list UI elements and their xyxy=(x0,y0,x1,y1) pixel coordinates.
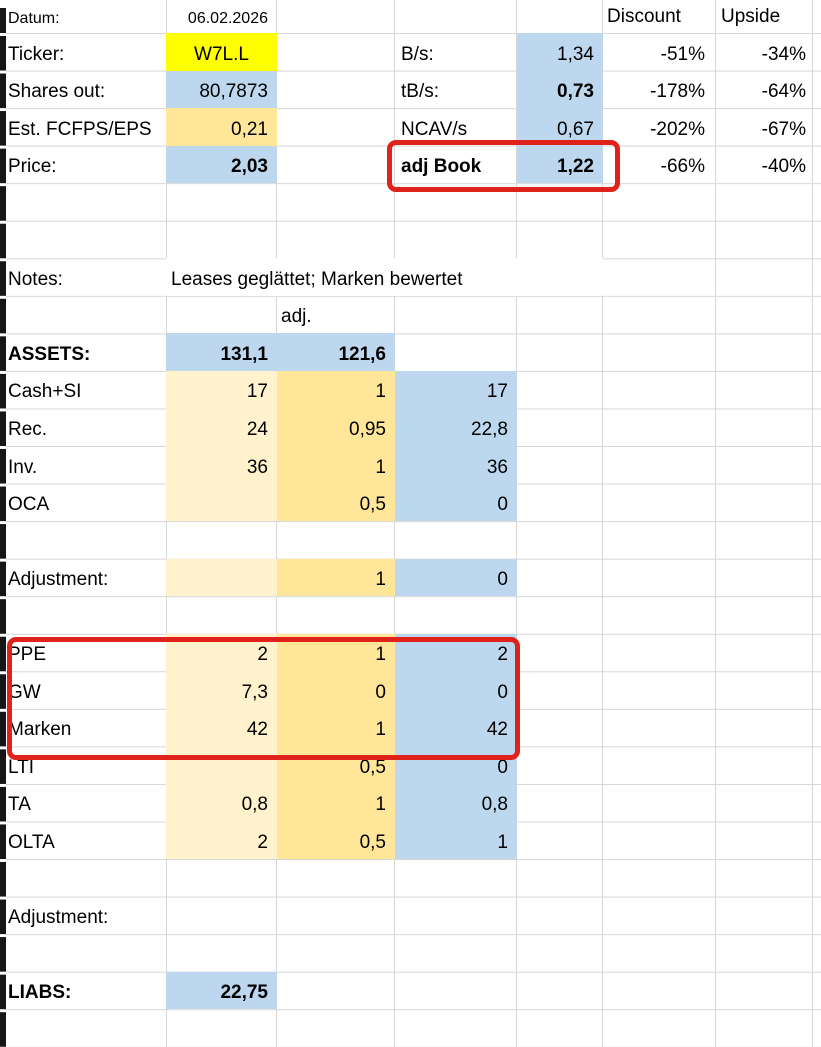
adjustment-factor-cell[interactable]: 1 xyxy=(277,558,395,597)
asset-adjusted-value-cell[interactable]: 17 xyxy=(395,370,517,409)
adj-column-header-cell[interactable]: adj. xyxy=(281,306,312,328)
tbs-value-cell[interactable]: 0,73 xyxy=(517,70,603,109)
red-annotation-box-intangibles xyxy=(7,637,520,760)
adjustment-result-cell[interactable]: 0 xyxy=(395,558,517,597)
discount-header-cell[interactable]: Discount xyxy=(607,6,681,27)
asset-name-cell[interactable]: OLTA xyxy=(8,832,55,854)
asset-name-cell[interactable]: Inv. xyxy=(8,456,38,478)
bs-label-cell[interactable]: B/s: xyxy=(401,43,434,65)
asset-name-cell[interactable]: GW xyxy=(8,681,41,703)
assets-adj-total-cell[interactable]: 121,6 xyxy=(277,333,395,371)
asset-base-value-cell[interactable]: 0,8 xyxy=(166,783,277,822)
asset-adjusted-value-cell[interactable]: 0 xyxy=(395,671,517,709)
asset-base-value-cell[interactable]: 17 xyxy=(166,370,277,409)
clipped-row-header-strip xyxy=(0,0,6,1047)
fcfps-value-cell[interactable]: 0,21 xyxy=(166,108,277,146)
ncav-upside-cell[interactable]: -67% xyxy=(761,118,806,140)
asset-adjusted-value-cell[interactable]: 1 xyxy=(395,821,517,860)
notes-text-cell[interactable]: Leases geglättet; Marken bewertet xyxy=(166,258,603,296)
adjustment-base-cell[interactable] xyxy=(166,558,277,597)
tbs-label-cell[interactable]: tB/s: xyxy=(401,81,440,103)
assets-total-cell[interactable]: 131,1 xyxy=(166,333,277,371)
ticker-value-cell[interactable]: W7L.L xyxy=(166,33,277,71)
asset-name-cell[interactable]: Marken xyxy=(8,719,72,741)
asset-name-cell[interactable]: TA xyxy=(8,794,31,816)
asset-adjusted-value-cell[interactable]: 0 xyxy=(395,746,517,784)
asset-factor-cell[interactable]: 0,5 xyxy=(277,483,395,522)
datum-value-cell[interactable]: 06.02.2026 xyxy=(187,10,268,27)
adjbook-upside-cell[interactable]: -40% xyxy=(761,156,806,178)
adjustment-label-cell[interactable]: Adjustment: xyxy=(8,907,109,929)
asset-base-value-cell[interactable]: 36 xyxy=(166,446,277,484)
asset-factor-cell[interactable]: 1 xyxy=(277,370,395,409)
shares-label-cell[interactable]: Shares out: xyxy=(8,81,106,103)
asset-adjusted-value-cell[interactable]: 0 xyxy=(395,483,517,522)
bs-upside-cell[interactable]: -34% xyxy=(761,43,806,65)
ncav-label-cell[interactable]: NCAV/s xyxy=(401,118,468,140)
asset-base-value-cell[interactable]: 24 xyxy=(166,408,277,447)
datum-label-cell[interactable]: Datum: xyxy=(8,10,60,27)
asset-adjusted-value-cell[interactable]: 42 xyxy=(395,708,517,747)
liabs-label-cell[interactable]: LIABS: xyxy=(8,982,72,1004)
asset-name-cell[interactable]: Rec. xyxy=(8,419,48,441)
shares-value-cell[interactable]: 80,7873 xyxy=(166,70,277,109)
tbs-upside-cell[interactable]: -64% xyxy=(761,81,806,103)
upside-header-cell[interactable]: Upside xyxy=(721,6,781,27)
asset-adjusted-value-cell[interactable]: 0,8 xyxy=(395,783,517,822)
asset-factor-cell[interactable]: 0 xyxy=(277,671,395,709)
fcfps-label-cell[interactable]: Est. FCFPS/EPS xyxy=(8,118,152,140)
liabs-value-cell[interactable]: 22,75 xyxy=(166,971,277,1010)
asset-factor-cell[interactable]: 0,5 xyxy=(277,746,395,784)
asset-base-value-cell[interactable]: 2 xyxy=(166,821,277,860)
ticker-label-cell[interactable]: Ticker: xyxy=(8,43,65,65)
asset-base-value-cell[interactable] xyxy=(166,483,277,522)
ncav-discount-cell[interactable]: -202% xyxy=(650,118,705,140)
red-annotation-box-adjbook xyxy=(387,140,620,192)
asset-factor-cell[interactable]: 0,5 xyxy=(277,821,395,860)
asset-name-cell[interactable]: OCA xyxy=(8,494,50,516)
notes-label-cell[interactable]: Notes: xyxy=(8,268,63,290)
asset-name-cell[interactable]: Cash+SI xyxy=(8,381,82,403)
asset-base-value-cell[interactable]: 7,3 xyxy=(166,671,277,709)
asset-factor-cell[interactable]: 1 xyxy=(277,446,395,484)
asset-name-cell[interactable]: PPE xyxy=(8,644,47,666)
asset-adjusted-value-cell[interactable]: 36 xyxy=(395,446,517,484)
price-value-cell[interactable]: 2,03 xyxy=(166,145,277,184)
asset-adjusted-value-cell[interactable]: 22,8 xyxy=(395,408,517,447)
asset-base-value-cell[interactable] xyxy=(166,746,277,784)
asset-base-value-cell[interactable]: 42 xyxy=(166,708,277,747)
asset-factor-cell[interactable]: 1 xyxy=(277,783,395,822)
asset-factor-cell[interactable]: 1 xyxy=(277,708,395,747)
price-label-cell[interactable]: Price: xyxy=(8,156,57,178)
adjbook-discount-cell[interactable]: -66% xyxy=(660,156,705,178)
asset-factor-cell[interactable]: 0,95 xyxy=(277,408,395,447)
adjbook-label-cell[interactable]: adj Book xyxy=(401,156,482,178)
ncav-value-cell[interactable]: 0,67 xyxy=(517,108,603,146)
bs-discount-cell[interactable]: -51% xyxy=(660,43,705,65)
tbs-discount-cell[interactable]: -178% xyxy=(650,81,705,103)
assets-label-cell[interactable]: ASSETS: xyxy=(8,343,91,365)
asset-name-cell[interactable]: LTI xyxy=(8,756,35,778)
adjustment-label-cell[interactable]: Adjustment: xyxy=(8,569,109,591)
bs-value-cell[interactable]: 1,34 xyxy=(517,33,603,71)
adjbook-value-cell[interactable]: 1,22 xyxy=(517,145,603,184)
